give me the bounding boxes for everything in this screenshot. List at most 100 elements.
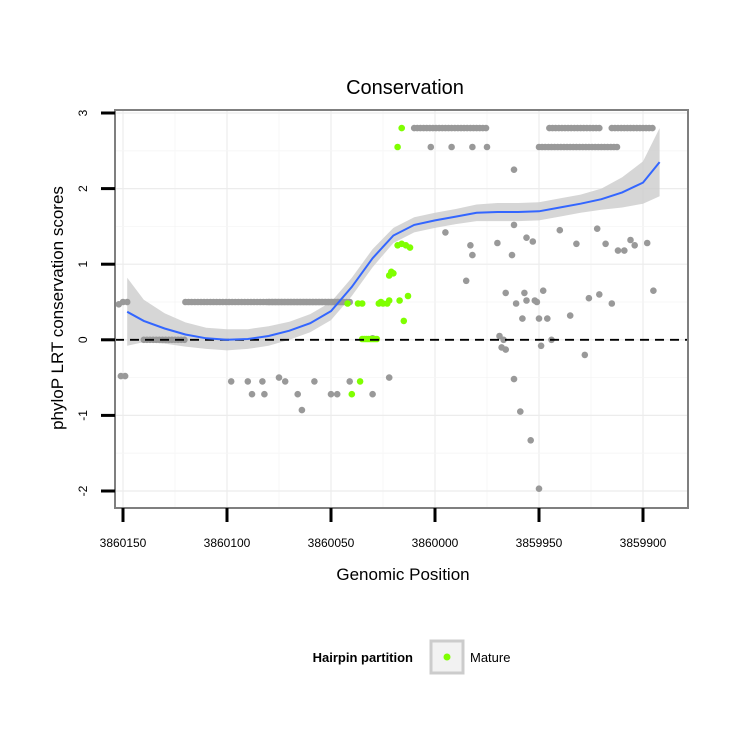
other-point — [385, 374, 393, 381]
mature-point — [344, 300, 351, 307]
other-point — [369, 390, 376, 398]
x-axis: 3860150 3860100 3860050 3860000 3859950 38599… — [100, 508, 667, 550]
other-point — [521, 289, 528, 297]
other-point — [585, 294, 593, 302]
legend: Hairpin partition Mature — [313, 639, 510, 675]
other-point — [596, 291, 603, 298]
panel-border — [114, 109, 689, 509]
panel-background — [115, 110, 688, 508]
plot-panel — [114, 109, 689, 509]
other-point — [244, 378, 252, 385]
other-point — [510, 221, 518, 229]
y-tick-label: 3 — [76, 109, 90, 116]
other-point — [510, 375, 518, 383]
other-point — [483, 143, 491, 151]
other-point — [650, 287, 657, 295]
other-point — [482, 124, 490, 132]
other-point — [566, 312, 574, 319]
other-point — [502, 346, 510, 353]
mature-point — [404, 292, 412, 300]
smooth-line-layer — [126, 161, 661, 341]
other-point — [614, 247, 622, 254]
other-point — [123, 298, 131, 306]
y-tick-label: -1 — [76, 410, 90, 421]
legend-key-mature — [429, 639, 465, 675]
mature-point — [358, 300, 366, 307]
mature-point — [390, 270, 397, 277]
x-tick-label: 3860000 — [412, 536, 459, 550]
legend-title: Hairpin partition — [313, 650, 413, 665]
mature-point — [400, 317, 408, 325]
mature-point — [385, 297, 393, 304]
other-point — [544, 315, 551, 322]
other-point — [523, 234, 530, 241]
other-point — [121, 372, 129, 380]
other-point — [535, 485, 543, 493]
other-point — [649, 124, 656, 132]
mature-point — [406, 244, 414, 251]
other-point — [573, 240, 580, 248]
other-point — [259, 378, 266, 385]
other-point — [593, 225, 601, 232]
other-point — [462, 277, 470, 285]
other-point — [533, 298, 541, 306]
smooth-fit-line — [126, 161, 661, 341]
confidence-ribbon — [127, 128, 660, 351]
other-point — [294, 390, 302, 398]
other-point — [613, 143, 621, 151]
other-point — [469, 251, 476, 259]
other-point — [510, 166, 518, 173]
other-point — [527, 437, 534, 444]
other-point — [556, 226, 564, 234]
x-tick-label: 3860100 — [204, 536, 251, 550]
other-point — [602, 240, 609, 248]
confidence-ribbon-layer — [127, 128, 660, 351]
other-point — [467, 242, 474, 249]
other-point — [442, 229, 449, 236]
y-axis: -2 -1 0 1 2 3 — [76, 109, 115, 496]
other-point — [261, 390, 268, 398]
mature-point — [356, 378, 364, 385]
points-layer — [115, 124, 657, 493]
other-point — [508, 251, 516, 259]
other-point — [643, 239, 651, 247]
x-tick-label: 3860050 — [308, 536, 355, 550]
y-tick-label: 1 — [76, 261, 90, 268]
x-tick-label: 3859900 — [620, 536, 667, 550]
mature-point — [394, 143, 401, 151]
other-point — [535, 315, 543, 322]
y-tick-label: 0 — [76, 336, 90, 343]
other-point — [427, 143, 435, 151]
legend-label-mature: Mature — [470, 650, 510, 665]
chart-title: Conservation — [346, 77, 464, 99]
x-tick-label: 3860150 — [100, 536, 147, 550]
other-point — [519, 315, 526, 322]
other-point — [621, 247, 628, 254]
other-point — [333, 390, 341, 398]
other-point — [298, 406, 306, 414]
other-point — [275, 374, 283, 381]
other-point — [517, 408, 524, 415]
other-point — [248, 390, 256, 398]
y-tick-label: -2 — [76, 485, 90, 496]
legend-mature-point — [443, 653, 451, 661]
other-point — [469, 143, 476, 151]
other-point — [537, 342, 545, 350]
y-axis-label: phyloP LRT conservation scores — [48, 186, 67, 430]
mature-point — [396, 297, 403, 304]
other-point — [512, 300, 520, 307]
other-point — [523, 297, 530, 304]
other-point — [227, 378, 235, 385]
other-point — [627, 236, 634, 244]
other-point — [311, 378, 318, 385]
mature-point — [348, 390, 356, 398]
other-point — [608, 300, 616, 307]
other-point — [581, 351, 589, 359]
other-point — [596, 124, 603, 132]
mature-point — [398, 124, 406, 132]
other-point — [327, 390, 335, 398]
other-point — [631, 242, 638, 249]
x-tick-label: 3859950 — [516, 536, 563, 550]
other-point — [448, 143, 455, 151]
